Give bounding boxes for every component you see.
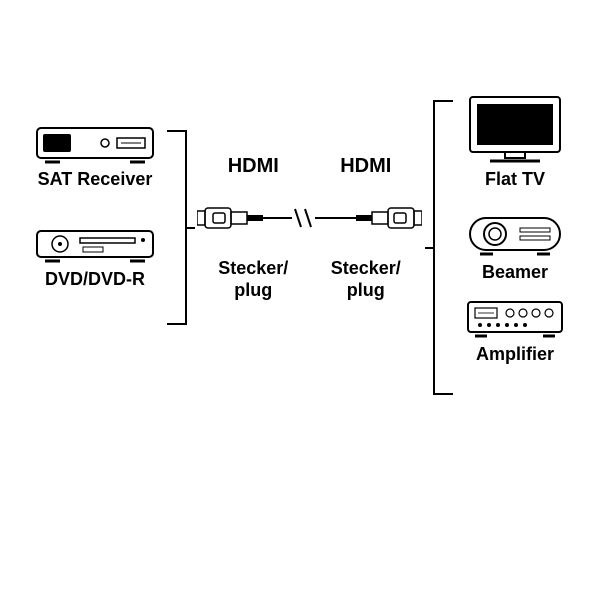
cable-area: HDMI HDMI [197, 155, 422, 301]
dvd-icon [35, 225, 155, 265]
sat-receiver-icon [35, 120, 155, 165]
hdmi-label-right: HDMI [340, 155, 391, 178]
source-devices: SAT Receiver DVD/DVD-R [25, 120, 165, 310]
right-bracket [433, 100, 453, 395]
connection-diagram: SAT Receiver DVD/DVD-R HDMI HDMI [25, 120, 575, 440]
left-bracket [167, 130, 187, 325]
amplifier-label: Amplifier [476, 344, 554, 365]
beamer-device: Beamer [455, 210, 575, 283]
plug-label-right: Stecker/plug [331, 258, 401, 301]
hdmi-label-left: HDMI [228, 155, 279, 178]
display-devices: Flat TV Beamer [455, 95, 575, 385]
amplifier-device: Amplifier [455, 298, 575, 365]
sat-receiver-label: SAT Receiver [38, 169, 153, 190]
plug-label-left: Stecker/plug [218, 258, 288, 301]
flat-tv-label: Flat TV [485, 169, 545, 190]
flat-tv-icon [465, 95, 565, 165]
dvd-device: DVD/DVD-R [25, 225, 165, 290]
amplifier-icon [465, 298, 565, 340]
flat-tv-device: Flat TV [455, 95, 575, 190]
hdmi-cable-icon [197, 203, 422, 233]
sat-receiver-device: SAT Receiver [25, 120, 165, 190]
beamer-label: Beamer [482, 262, 548, 283]
dvd-label: DVD/DVD-R [45, 269, 145, 290]
plug-labels: Stecker/plug Stecker/plug [197, 258, 422, 301]
beamer-icon [465, 210, 565, 258]
hdmi-labels: HDMI HDMI [197, 155, 422, 178]
